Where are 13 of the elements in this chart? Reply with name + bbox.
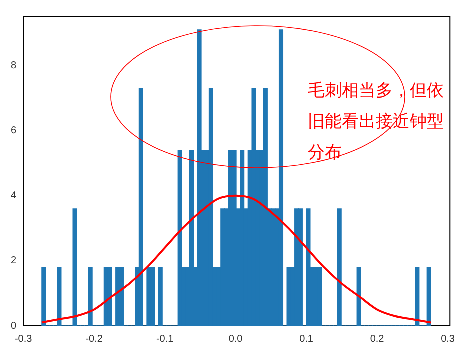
annotation: 毛刺相当多，但依旧能看出接近钟型分布 — [308, 80, 445, 165]
y-tick-label: 0 — [11, 320, 17, 332]
y-tick-label: 4 — [11, 190, 17, 202]
x-tick-label: -0.2 — [86, 334, 104, 345]
x-tick-label: 0.0 — [228, 334, 244, 345]
x-tick-label: 0.1 — [300, 334, 314, 345]
y-tick-label: 8 — [11, 60, 17, 72]
y-tick-label: 2 — [11, 256, 17, 267]
y-tick-label: 6 — [11, 126, 17, 137]
x-tick-label: 0.2 — [370, 334, 385, 345]
x-tick-label: 0.3 — [441, 334, 456, 345]
x-tick-label: -0.1 — [156, 334, 174, 345]
x-tick-label: -0.3 — [14, 334, 33, 345]
